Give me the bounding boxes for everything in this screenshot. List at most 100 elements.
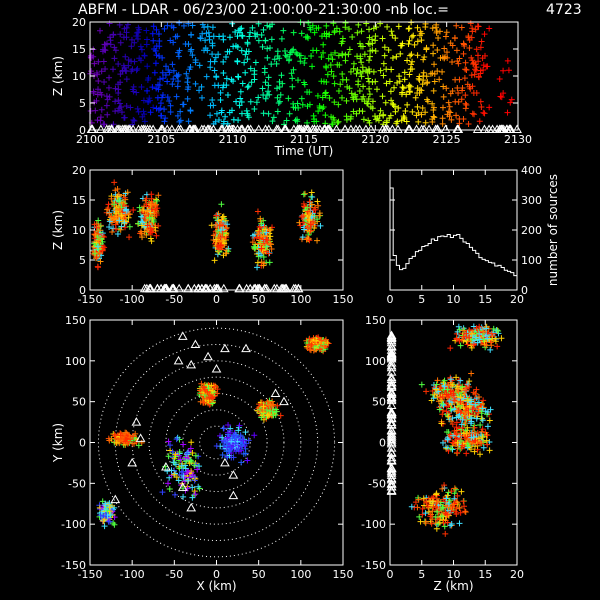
source-point — [264, 412, 271, 419]
source-point — [169, 61, 176, 68]
source-point — [244, 457, 251, 464]
altitude-histogram-ytick-label: 100 — [521, 254, 542, 267]
source-point — [198, 94, 205, 101]
source-point — [172, 33, 179, 40]
source-point — [238, 110, 245, 117]
source-point — [315, 336, 322, 343]
source-point — [446, 103, 453, 110]
source-point — [433, 500, 440, 507]
source-point — [141, 118, 148, 125]
source-point — [325, 340, 332, 347]
source-point — [306, 335, 313, 342]
source-point — [450, 501, 457, 508]
source-point — [165, 438, 172, 445]
histogram-steps — [389, 187, 517, 290]
source-point — [99, 247, 106, 254]
source-point — [136, 204, 143, 211]
source-point — [372, 78, 379, 85]
ground-strike-marker — [309, 124, 320, 133]
source-point — [298, 30, 305, 37]
source-point — [306, 101, 313, 108]
source-point — [423, 499, 430, 506]
source-point — [301, 226, 308, 233]
z-y-xtick-label: 15 — [478, 568, 492, 581]
source-point — [304, 119, 311, 126]
source-point — [373, 24, 380, 31]
ground-strike-marker — [294, 124, 305, 133]
source-point — [387, 112, 394, 119]
source-point — [330, 73, 337, 80]
source-point — [289, 83, 296, 90]
source-point — [182, 465, 189, 472]
source-point — [299, 234, 306, 241]
z-y-ytick-label: -100 — [361, 518, 386, 531]
source-point — [116, 217, 123, 224]
source-point — [110, 31, 117, 38]
source-point — [462, 420, 469, 427]
source-point — [457, 509, 464, 516]
source-point — [417, 32, 424, 39]
source-point — [129, 66, 136, 73]
source-point — [185, 41, 192, 48]
source-point — [140, 97, 147, 104]
source-point — [301, 55, 308, 62]
source-point — [424, 79, 431, 86]
source-point — [435, 520, 442, 527]
ground-strike-marker — [168, 283, 179, 293]
source-point — [342, 57, 349, 64]
source-point — [314, 237, 321, 244]
source-point — [106, 210, 113, 217]
source-point — [474, 52, 481, 59]
source-point — [244, 56, 251, 63]
source-point — [196, 87, 203, 94]
source-point — [309, 22, 316, 29]
source-point — [448, 488, 455, 495]
source-point — [418, 381, 425, 388]
source-point — [453, 511, 460, 518]
source-point — [432, 24, 439, 31]
source-point — [180, 441, 187, 448]
source-point — [445, 501, 452, 508]
source-point — [305, 224, 312, 231]
source-point — [414, 103, 421, 110]
source-point — [112, 47, 119, 54]
source-point — [335, 52, 342, 59]
source-point — [466, 378, 473, 385]
source-point — [444, 444, 451, 451]
source-point — [439, 68, 446, 75]
source-point — [443, 428, 450, 435]
source-point — [251, 71, 258, 78]
z-y-ytick-label: 100 — [365, 355, 386, 368]
source-point — [237, 95, 244, 102]
source-point — [171, 491, 178, 498]
source-point — [366, 85, 373, 92]
source-point — [459, 84, 466, 91]
source-point — [111, 55, 118, 62]
ground-strike-marker — [276, 283, 287, 293]
source-point — [238, 459, 245, 466]
source-point — [449, 42, 456, 49]
source-point — [482, 408, 489, 415]
source-point — [311, 116, 318, 123]
x-z-xtick-label: 100 — [290, 293, 311, 306]
source-point — [293, 49, 300, 56]
x-z-xtick-label: -150 — [78, 293, 103, 306]
source-point — [429, 25, 436, 32]
source-point — [339, 94, 346, 101]
source-point — [273, 60, 280, 67]
source-point — [486, 25, 493, 32]
source-point — [418, 87, 425, 94]
source-point — [189, 52, 196, 59]
source-point — [430, 42, 437, 49]
source-point — [458, 24, 465, 31]
source-point — [170, 67, 177, 74]
time-height-ytick-label: 0 — [79, 124, 86, 137]
source-point — [209, 51, 216, 58]
source-point — [401, 76, 408, 83]
source-point — [237, 26, 244, 33]
source-point — [220, 33, 227, 40]
source-point — [114, 231, 121, 238]
source-point — [212, 54, 219, 61]
source-point — [345, 26, 352, 33]
source-point — [475, 23, 482, 30]
